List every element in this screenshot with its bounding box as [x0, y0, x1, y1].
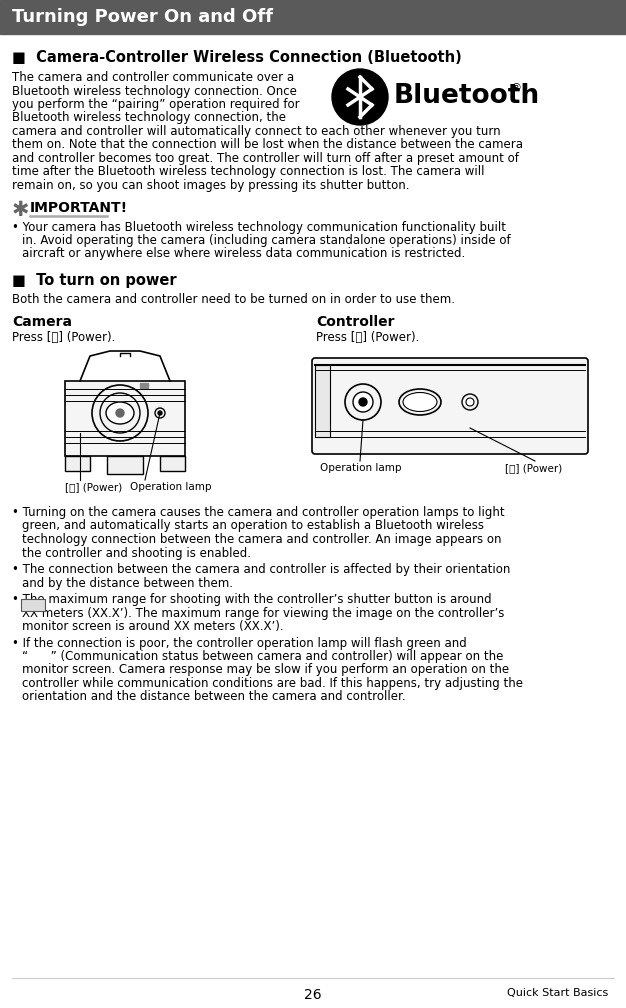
Text: Turning Power On and Off: Turning Power On and Off: [12, 8, 273, 26]
Text: Operation lamp: Operation lamp: [130, 482, 212, 492]
Text: ®: ®: [510, 83, 521, 93]
Text: Quick Start Basics: Quick Start Basics: [507, 988, 608, 998]
FancyBboxPatch shape: [312, 358, 588, 454]
Text: ■  To turn on power: ■ To turn on power: [12, 273, 177, 288]
Text: [⏽] (Power): [⏽] (Power): [505, 463, 562, 473]
Circle shape: [158, 411, 162, 415]
Text: you perform the “pairing” operation required for: you perform the “pairing” operation requ…: [12, 98, 300, 111]
Text: orientation and the distance between the camera and controller.: orientation and the distance between the…: [22, 690, 406, 704]
Text: Both the camera and controller need to be turned on in order to use them.: Both the camera and controller need to b…: [12, 293, 455, 306]
Text: monitor screen is around XX meters (XX.X’).: monitor screen is around XX meters (XX.X…: [22, 620, 284, 633]
Text: 26: 26: [304, 988, 322, 1002]
Text: The camera and controller communicate over a: The camera and controller communicate ov…: [12, 71, 294, 84]
Text: them on. Note that the connection will be lost when the distance between the cam: them on. Note that the connection will b…: [12, 138, 523, 151]
Text: aircraft or anywhere else where wireless data communication is restricted.: aircraft or anywhere else where wireless…: [22, 248, 465, 260]
Text: green, and automatically starts an operation to establish a Bluetooth wireless: green, and automatically starts an opera…: [22, 519, 484, 532]
Bar: [65, 456, 90, 471]
Text: Press [⏽] (Power).: Press [⏽] (Power).: [12, 331, 115, 344]
Text: and controller becomes too great. The controller will turn off after a preset am: and controller becomes too great. The co…: [12, 152, 519, 165]
Bar: [107, 456, 143, 474]
Text: • If the connection is poor, the controller operation lamp will flash green and: • If the connection is poor, the control…: [12, 636, 467, 649]
Text: Bluetooth wireless technology connection. Once: Bluetooth wireless technology connection…: [12, 85, 297, 98]
Text: monitor screen. Camera response may be slow if you perform an operation on the: monitor screen. Camera response may be s…: [22, 663, 509, 676]
Text: “      ” (Communication status between camera and controller) will appear on the: “ ” (Communication status between camera…: [22, 650, 503, 663]
Text: Operation lamp: Operation lamp: [320, 463, 401, 473]
Text: • The connection between the camera and controller is affected by their orientat: • The connection between the camera and …: [12, 563, 510, 576]
Text: technology connection between the camera and controller. An image appears on: technology connection between the camera…: [22, 533, 501, 546]
Text: time after the Bluetooth wireless technology connection is lost. The camera will: time after the Bluetooth wireless techno…: [12, 165, 485, 178]
Text: ✱: ✱: [12, 201, 29, 221]
Text: • Your camera has Bluetooth wireless technology communication functionality buil: • Your camera has Bluetooth wireless tec…: [12, 221, 506, 234]
Text: remain on, so you can shoot images by pressing its shutter button.: remain on, so you can shoot images by pr…: [12, 179, 409, 192]
Bar: [160, 456, 185, 471]
Text: Camera: Camera: [12, 314, 72, 329]
Text: IMPORTANT!: IMPORTANT!: [30, 202, 128, 216]
Text: XX meters (XX.X’). The maximum range for viewing the image on the controller’s: XX meters (XX.X’). The maximum range for…: [22, 607, 505, 620]
Bar: [140, 383, 148, 388]
Text: Press [⏽] (Power).: Press [⏽] (Power).: [316, 331, 419, 344]
Text: ■  Camera-Controller Wireless Connection (Bluetooth): ■ Camera-Controller Wireless Connection …: [12, 50, 462, 65]
Bar: [65, 381, 185, 456]
Ellipse shape: [106, 402, 134, 424]
Ellipse shape: [332, 69, 388, 125]
Text: the controller and shooting is enabled.: the controller and shooting is enabled.: [22, 546, 251, 559]
Text: Controller: Controller: [316, 314, 394, 329]
Circle shape: [359, 398, 367, 406]
Text: Bluetooth wireless technology connection, the: Bluetooth wireless technology connection…: [12, 112, 286, 125]
Text: camera and controller will automatically connect to each other whenever you turn: camera and controller will automatically…: [12, 125, 501, 138]
Circle shape: [466, 398, 474, 406]
Circle shape: [116, 409, 124, 417]
Text: [⏽] (Power): [⏽] (Power): [65, 482, 122, 492]
Text: in. Avoid operating the camera (including camera standalone operations) inside o: in. Avoid operating the camera (includin…: [22, 234, 511, 247]
Text: • Turning on the camera causes the camera and controller operation lamps to ligh: • Turning on the camera causes the camer…: [12, 506, 505, 519]
Ellipse shape: [403, 392, 437, 411]
Text: controller while communication conditions are bad. If this happens, try adjustin: controller while communication condition…: [22, 677, 523, 690]
Text: and by the distance between them.: and by the distance between them.: [22, 577, 233, 590]
Circle shape: [353, 392, 373, 412]
Bar: [315, 365, 330, 437]
Text: Bluetooth: Bluetooth: [394, 83, 540, 109]
Bar: [21, 599, 45, 611]
Bar: [0, 0, 626, 34]
Text: • The maximum range for shooting with the controller’s shutter button is around: • The maximum range for shooting with th…: [12, 593, 491, 606]
